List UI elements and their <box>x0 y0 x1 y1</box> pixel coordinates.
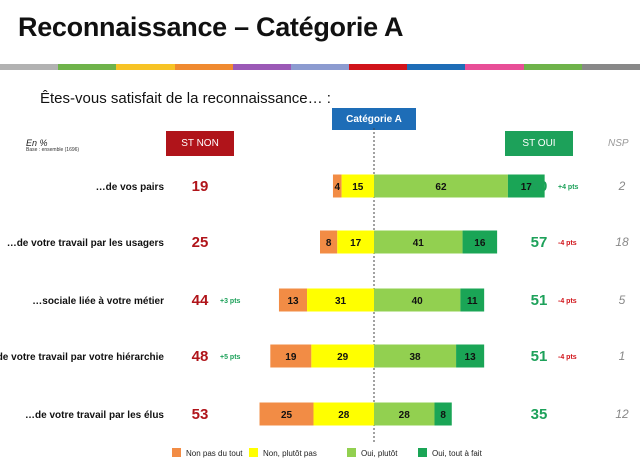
bar-value-label: 28 <box>399 410 411 421</box>
bar-non-plutot-pas <box>307 288 374 312</box>
bar-value-label: 25 <box>281 410 293 421</box>
bar-oui-plutot <box>374 402 435 426</box>
bar-oui-tout-a-fait <box>507 174 545 198</box>
stripe-segment <box>349 64 408 70</box>
st-oui-value: 51 <box>531 348 548 365</box>
legend-swatch <box>347 448 356 457</box>
st-non-value: 44 <box>192 292 209 309</box>
st-non-value: 25 <box>192 234 209 251</box>
legend-label: Oui, plutôt <box>361 449 398 458</box>
bar-oui-tout-a-fait <box>460 288 485 312</box>
question-text: Êtes-vous satisfait de la reconnaissance… <box>40 90 331 107</box>
bar-non-plutot-pas <box>313 402 374 426</box>
category-label: … de votre travail par votre hiérarchie <box>0 352 164 363</box>
legend-label: Non pas du tout <box>186 449 243 458</box>
bar-non-pas-du-tout <box>270 344 312 368</box>
nsp-header: NSP <box>608 138 629 149</box>
bar-value-label: 8 <box>440 410 446 421</box>
bar-value-label: 11 <box>467 296 478 307</box>
nsp-value: 1 <box>619 349 626 363</box>
st-oui-header: ST OUI <box>505 131 573 156</box>
legend-swatch <box>249 448 258 457</box>
bar-non-pas-du-tout <box>278 288 308 312</box>
st-oui-delta: -4 pts <box>558 240 577 247</box>
legend-label: Non, plutôt pas <box>263 449 317 458</box>
bar-value-label: 15 <box>352 182 364 193</box>
legend-swatch <box>172 448 181 457</box>
st-non-delta: +3 pts <box>220 298 241 305</box>
bar-value-label: 17 <box>521 182 533 193</box>
bar-non-plutot-pas <box>311 344 374 368</box>
st-non-value: 53 <box>192 406 209 423</box>
st-non-value: 19 <box>192 178 209 195</box>
nsp-value: 5 <box>619 293 626 307</box>
st-oui-value: 57 <box>531 234 548 251</box>
st-oui-value: 35 <box>531 406 548 423</box>
stripe-segment <box>116 64 175 70</box>
st-oui-delta: -4 pts <box>558 298 577 305</box>
bar-oui-tout-a-fait <box>456 344 485 368</box>
category-label: …de vos pairs <box>96 182 165 193</box>
bar-value-label: 8 <box>326 238 332 249</box>
category-label: …sociale liée à votre métier <box>32 296 164 307</box>
st-non-header: ST NON <box>166 131 234 156</box>
bar-oui-plutot <box>374 288 461 312</box>
bar-value-label: 28 <box>338 410 350 421</box>
category-label: …de votre travail par les usagers <box>7 238 165 249</box>
stripe-segment <box>581 64 640 70</box>
bar-oui-plutot <box>374 344 457 368</box>
legend-swatch <box>418 448 427 457</box>
bar-value-label: 19 <box>285 352 297 363</box>
bar-non-plutot-pas <box>341 174 374 198</box>
bar-value-label: 38 <box>409 352 421 363</box>
category-header: Catégorie A <box>332 108 416 130</box>
bar-value-label: 4 <box>334 182 340 193</box>
bar-value-label: 13 <box>287 296 299 307</box>
nsp-value: 2 <box>618 179 626 193</box>
bar-non-pas-du-tout <box>332 174 342 198</box>
color-stripe <box>0 64 640 70</box>
bar-value-label: 29 <box>337 352 349 363</box>
bar-oui-tout-a-fait <box>462 230 498 254</box>
nsp-value: 18 <box>615 235 629 249</box>
st-oui-delta: +4 pts <box>558 184 579 191</box>
page-title: Reconnaissance – Catégorie A <box>18 12 404 42</box>
stripe-segment <box>407 64 466 70</box>
bar-value-label: 31 <box>335 296 347 307</box>
bar-value-label: 16 <box>474 238 486 249</box>
st-oui-value: 51 <box>531 292 548 309</box>
bar-non-pas-du-tout <box>320 230 338 254</box>
base-label: Base : ensemble (1696) <box>26 147 80 153</box>
st-non-value: 48 <box>192 348 209 365</box>
bar-value-label: 13 <box>465 352 477 363</box>
st-oui-delta: -4 pts <box>558 354 577 361</box>
bar-oui-plutot <box>374 230 463 254</box>
st-oui-value: 80 <box>531 178 548 195</box>
bar-value-label: 40 <box>412 296 424 307</box>
stripe-segment <box>58 64 117 70</box>
unit-label: En % <box>26 138 48 148</box>
st-non-delta: +5 pts <box>220 354 241 361</box>
legend-label: Oui, tout à fait <box>432 449 483 458</box>
stripe-segment <box>523 64 582 70</box>
stripe-segment <box>465 64 524 70</box>
bar-oui-tout-a-fait <box>434 402 452 426</box>
bar-non-pas-du-tout <box>259 402 314 426</box>
bar-oui-plutot <box>374 174 508 198</box>
stripe-segment <box>174 64 233 70</box>
nsp-value: 12 <box>615 407 629 421</box>
bar-value-label: 62 <box>435 182 447 193</box>
category-label: …de votre travail par les élus <box>25 410 164 421</box>
stripe-segment <box>290 64 350 70</box>
stripe-segment <box>232 64 291 70</box>
bar-value-label: 17 <box>350 238 362 249</box>
bar-value-label: 41 <box>413 238 425 249</box>
bar-non-plutot-pas <box>337 230 374 254</box>
stripe-segment <box>0 64 59 70</box>
